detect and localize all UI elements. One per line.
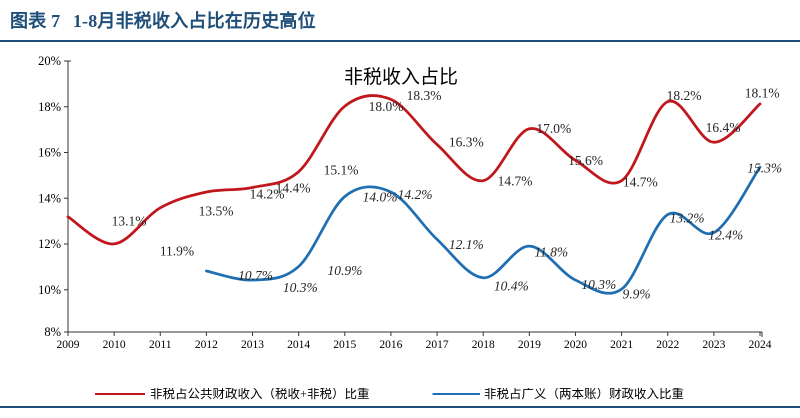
svg-text:14.0%: 14.0% [363,190,398,205]
svg-text:2017: 2017 [426,339,449,351]
svg-text:2016: 2016 [379,339,402,351]
svg-text:14%: 14% [38,191,61,205]
svg-text:15.6%: 15.6% [568,153,603,168]
svg-text:18.1%: 18.1% [745,85,780,100]
svg-text:14.4%: 14.4% [276,181,311,196]
svg-text:2024: 2024 [749,339,772,351]
svg-text:2009: 2009 [57,339,80,351]
svg-text:2014: 2014 [287,339,310,351]
svg-text:20%: 20% [38,54,61,68]
svg-text:10%: 10% [38,283,61,297]
svg-text:15.3%: 15.3% [747,161,782,176]
svg-text:2021: 2021 [610,339,633,351]
svg-text:13.5%: 13.5% [199,204,234,219]
svg-text:2011: 2011 [149,339,172,351]
svg-text:17.0%: 17.0% [536,121,571,136]
svg-text:10.3%: 10.3% [581,277,616,292]
svg-text:11.9%: 11.9% [160,243,194,258]
svg-text:18%: 18% [38,100,61,114]
svg-text:10.9%: 10.9% [327,263,362,278]
svg-text:10.7%: 10.7% [238,268,273,283]
svg-text:16%: 16% [38,146,61,160]
svg-text:11.8%: 11.8% [534,245,568,260]
svg-text:12.4%: 12.4% [708,228,743,243]
svg-text:13.1%: 13.1% [112,214,147,229]
svg-text:14.7%: 14.7% [623,174,658,189]
svg-text:18.0%: 18.0% [369,99,404,114]
svg-text:14.2%: 14.2% [398,187,433,202]
svg-text:14.7%: 14.7% [498,173,533,188]
svg-text:18.2%: 18.2% [667,88,702,103]
svg-text:2012: 2012 [195,339,218,351]
svg-text:2020: 2020 [564,339,587,351]
svg-text:16.3%: 16.3% [449,135,484,150]
svg-text:9.9%: 9.9% [622,287,650,302]
svg-text:15.1%: 15.1% [324,163,359,178]
svg-text:8%: 8% [44,325,61,339]
svg-text:非税收入占比: 非税收入占比 [344,66,458,88]
svg-text:2015: 2015 [333,339,356,351]
svg-text:12.1%: 12.1% [449,237,484,252]
svg-text:2018: 2018 [472,339,495,351]
svg-text:16.4%: 16.4% [706,120,741,135]
svg-text:2010: 2010 [103,339,126,351]
svg-text:12%: 12% [38,237,61,251]
svg-text:18.3%: 18.3% [407,88,442,103]
svg-text:非税占公共财政收入（税收+非税）比重: 非税占公共财政收入（税收+非税）比重 [150,388,370,401]
svg-text:10.4%: 10.4% [494,278,529,293]
svg-text:13.2%: 13.2% [670,210,705,225]
svg-text:2019: 2019 [518,339,541,351]
svg-text:10.3%: 10.3% [283,280,318,295]
svg-text:2023: 2023 [702,339,725,351]
svg-text:2022: 2022 [656,339,679,351]
svg-text:2013: 2013 [241,339,264,351]
svg-text:非税占广义（两本账）财政收入比重: 非税占广义（两本账）财政收入比重 [484,388,684,401]
